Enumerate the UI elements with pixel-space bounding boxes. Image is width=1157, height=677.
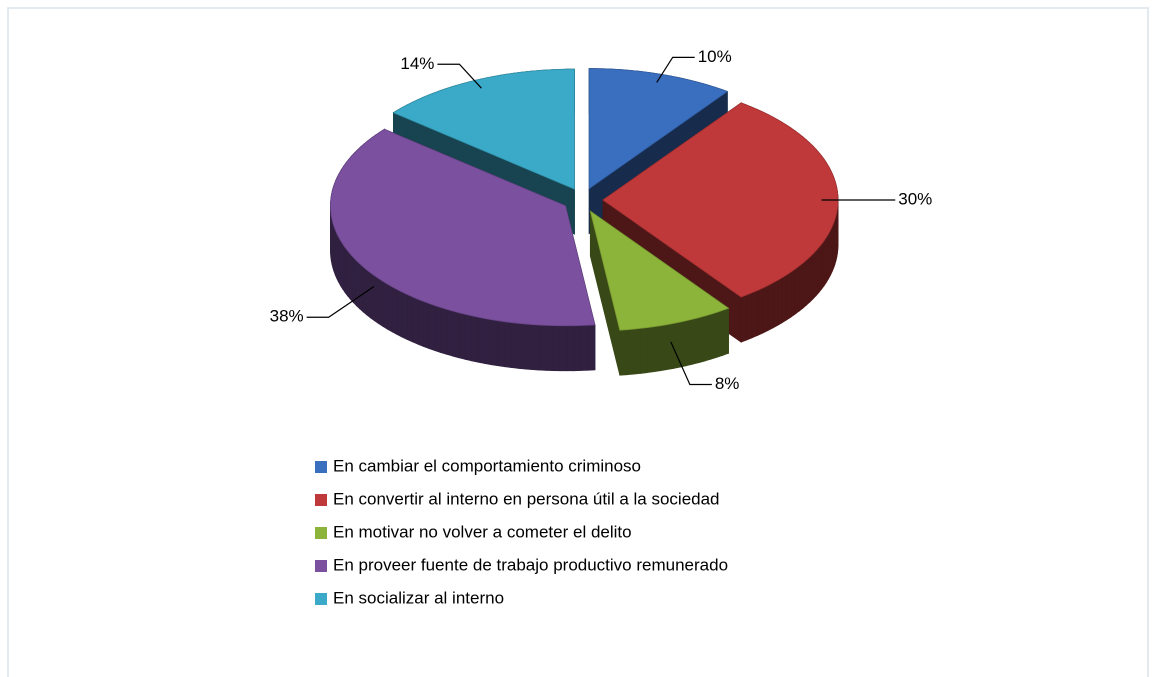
slice-wall (772, 279, 779, 329)
slice-wall (355, 259, 360, 310)
slice (330, 128, 596, 327)
slice-wall (452, 310, 460, 359)
slice-wall (767, 282, 774, 332)
slice-wall (504, 321, 512, 369)
data-label: 14% (400, 54, 434, 73)
slice-wall (790, 268, 796, 318)
legend-label: En socializar al interno (333, 588, 504, 607)
slice-wall (401, 291, 408, 341)
slice-wall (477, 316, 485, 364)
slice-wall (517, 322, 526, 370)
legend-swatch (315, 527, 327, 539)
slice-wall (809, 252, 814, 303)
slice-wall (762, 284, 769, 334)
legend-swatch (315, 461, 327, 473)
data-label: 30% (898, 189, 932, 208)
slice-wall (815, 246, 820, 297)
slice-wall (757, 287, 764, 336)
slice-wall (349, 252, 354, 304)
slice-wall (382, 280, 388, 330)
slice-wall (370, 271, 375, 322)
slice-wall (378, 277, 384, 328)
leader-line (670, 341, 712, 386)
slice-wall (751, 289, 759, 339)
slice-wall (347, 249, 351, 301)
slice-wall (722, 307, 729, 356)
slice-wall (746, 292, 753, 341)
slice-wall (422, 300, 430, 349)
slice-wall (660, 324, 668, 372)
slice-wall (559, 325, 568, 372)
slice-wall (531, 324, 540, 371)
legend-swatch (315, 560, 327, 572)
slice-wall (362, 265, 368, 316)
slice-wall (471, 315, 479, 363)
slice-wall (692, 317, 700, 365)
slice-wall (802, 259, 807, 309)
slice-wall (374, 274, 380, 325)
slice-wall (781, 274, 788, 324)
slice-wall (794, 265, 800, 315)
slice-wall (710, 311, 718, 360)
slice-wall (434, 304, 441, 353)
slice-wall (406, 293, 413, 343)
slice-wall (639, 327, 648, 374)
slice-wall (428, 302, 436, 352)
slice-wall (798, 262, 804, 312)
legend-swatch (315, 494, 327, 506)
slice-wall (490, 319, 499, 367)
slice-wall (497, 320, 505, 368)
leader-line (656, 56, 695, 83)
slice-wall (786, 271, 792, 321)
slice-wall (686, 318, 694, 367)
slice-wall (777, 276, 783, 326)
slice-wall (633, 327, 641, 375)
slice-wall (387, 283, 393, 333)
slice-wall (646, 326, 655, 374)
data-label: 10% (698, 47, 732, 66)
slice (589, 210, 730, 331)
leader-line (306, 286, 375, 318)
slice-wall (484, 317, 492, 366)
legend-label: En cambiar el comportamiento criminoso (333, 456, 641, 475)
slice-wall (396, 288, 403, 338)
slice-wall (587, 324, 596, 371)
slice-wall (716, 309, 724, 358)
slice-wall (510, 322, 519, 369)
legend-label: En motivar no volver a cometer el delito (333, 522, 632, 541)
slice-wall (740, 294, 748, 343)
leader-line (437, 63, 482, 89)
slice-wall (524, 323, 533, 370)
legend-swatch (315, 593, 327, 605)
slice-wall (619, 329, 628, 376)
slice-wall (806, 255, 811, 306)
slice-wall (359, 262, 364, 313)
slice-wall (698, 315, 706, 364)
slice-wall (704, 313, 712, 362)
legend-label: En proveer fuente de trabajo productivo … (333, 555, 728, 574)
data-label: 38% (270, 307, 304, 326)
slice-wall (580, 324, 589, 371)
slice-wall (545, 324, 554, 372)
slice-wall (440, 306, 447, 355)
slice-wall (446, 308, 453, 357)
slice-wall (626, 328, 634, 376)
slice-wall (391, 286, 398, 336)
slice-wall (679, 320, 687, 368)
slice-wall (464, 313, 472, 362)
slice-wall (566, 325, 575, 372)
slice-wall (573, 325, 582, 372)
slice-wall (812, 249, 817, 300)
slice-wall (366, 268, 371, 319)
slice-wall (653, 325, 661, 373)
slice-wall (538, 324, 547, 371)
data-label: 8% (715, 374, 740, 393)
legend-label: En convertir al interno en persona útil … (333, 489, 720, 508)
slice-wall (552, 325, 561, 372)
slice-wall (411, 296, 419, 345)
slice-wall (417, 298, 424, 347)
slice-wall (458, 312, 466, 360)
